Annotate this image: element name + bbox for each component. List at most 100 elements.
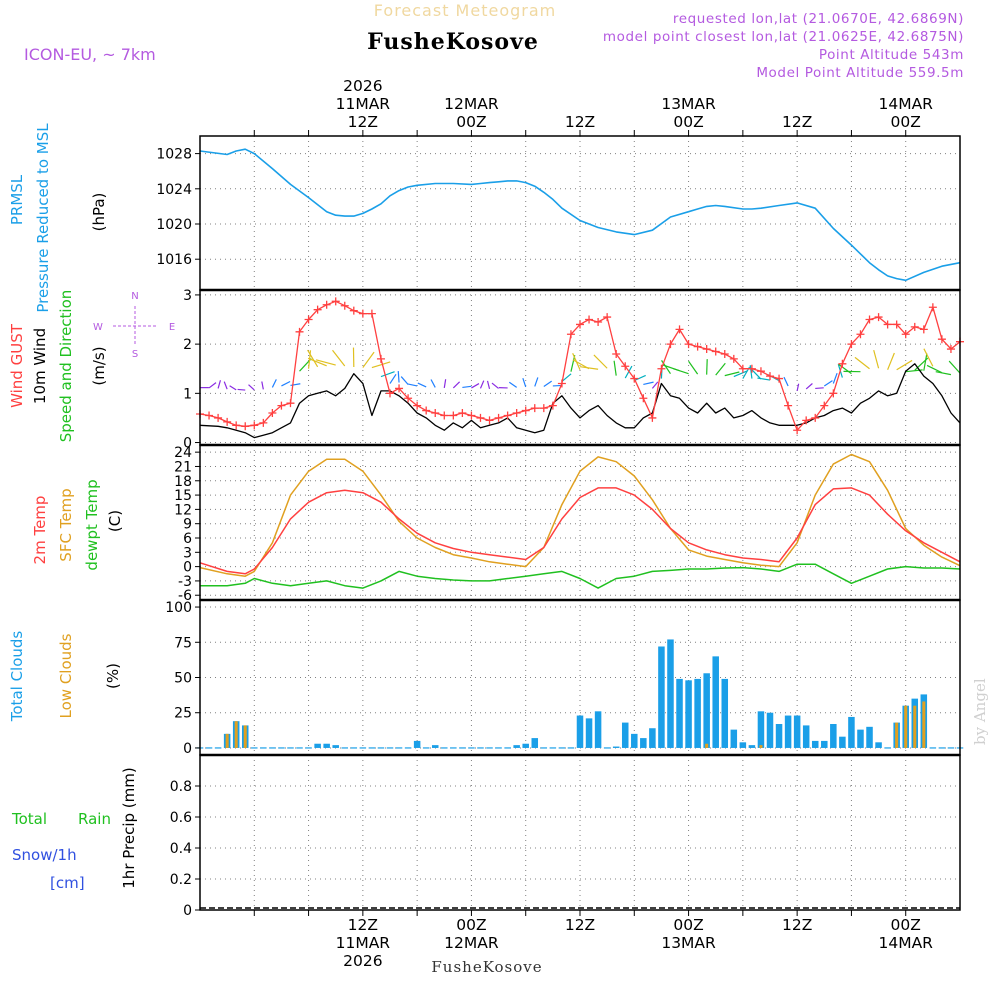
total-clouds-bar <box>757 711 765 748</box>
wind-gust-line-marker <box>232 421 241 430</box>
wind-direction-arrow <box>796 383 800 391</box>
wind-gust-line-marker <box>684 340 693 349</box>
wind-direction-arrow <box>208 382 217 389</box>
panel-frames <box>195 130 961 916</box>
grid-lines <box>200 136 960 911</box>
wind-direction-arrow <box>290 383 301 387</box>
wind-gust-line-marker <box>621 362 630 371</box>
wind-gust-line-marker <box>386 389 394 398</box>
wind-direction-arrow <box>307 357 327 367</box>
wind-tick-label: 3 <box>183 288 192 304</box>
wind-direction-arrow <box>854 356 870 370</box>
wind-gust-line-marker <box>666 340 675 349</box>
total-clouds-bar <box>793 715 801 748</box>
wind-direction-arrow <box>757 377 771 381</box>
total-clouds-bar <box>830 724 837 748</box>
wind-direction-arrow <box>248 384 255 391</box>
clouds-tick-label: 0 <box>183 741 192 757</box>
clouds-tick-label: 25 <box>174 706 192 722</box>
wind-gust-line-marker <box>214 413 223 422</box>
wind-gust-line-marker <box>847 340 856 349</box>
wind-gust-line-marker <box>557 379 566 388</box>
bottom-axis-label: 00Z <box>891 916 921 934</box>
wind-gust-line-marker <box>820 401 829 410</box>
wind-10m-label: 10m Wind <box>31 328 49 404</box>
total-clouds-bar <box>703 673 710 748</box>
precip-tick-label: 0.6 <box>170 810 192 826</box>
precip-legend-snow: Snow/1h <box>12 846 77 864</box>
wind-gust-line-marker <box>494 413 503 422</box>
wind-direction-arrow <box>261 381 264 390</box>
total-clouds-bar <box>649 728 656 748</box>
wind-gust-line-marker <box>585 315 594 324</box>
model-point-coords: model point closest lon,lat (21.0625E, 4… <box>603 29 964 45</box>
compass-east: E <box>169 322 175 333</box>
total-clouds-bar <box>784 715 792 748</box>
bottom-axis-label: 12Z <box>782 916 812 934</box>
wind-gust-line-marker <box>756 367 765 376</box>
panel-labels: PRMSL Pressure Reduced to MSL (hPa) Wind GU… <box>8 123 175 889</box>
wind-gust-line-marker <box>349 306 358 315</box>
wind-direction-arrow <box>229 385 237 391</box>
wind-gust-line-marker <box>458 409 467 418</box>
wind-direction-arrow <box>579 366 599 370</box>
temperature-tick-label: 15 <box>174 488 192 504</box>
wind-gust-line-marker <box>766 372 774 381</box>
dewpt-line <box>200 563 961 589</box>
top-axis-label: 12MAR <box>444 95 499 113</box>
wind-gust-line-marker <box>648 413 657 422</box>
wind-direction-arrow <box>362 351 375 368</box>
top-axis-label: 2026 <box>343 77 382 95</box>
bottom-axis-label: 11MAR <box>336 934 391 952</box>
wind-gust-line-marker <box>521 406 530 415</box>
wind-direction-arrow <box>307 349 319 368</box>
wind-direction-arrow <box>407 383 418 387</box>
pressure-msl-label: Pressure Reduced to MSL <box>34 123 52 313</box>
wind-gust-line-marker <box>603 313 612 322</box>
bottom-axis-label: 13MAR <box>661 934 716 952</box>
wind-gust-line-marker <box>422 406 431 415</box>
wind-gust-line-marker <box>476 413 485 422</box>
wind-direction-arrow <box>593 354 608 369</box>
wind-direction-arrow <box>706 359 708 375</box>
pressure-line <box>199 148 961 282</box>
wind-gust-line-marker <box>838 359 847 368</box>
watermark: by Angel <box>971 678 989 745</box>
clouds-tick-label: 75 <box>174 635 192 651</box>
pressure-tick-label: 1024 <box>156 182 192 198</box>
wind-gust-line-marker <box>413 401 422 410</box>
total-clouds-label: Total Clouds <box>8 631 26 723</box>
wind-gust-line-marker <box>747 364 756 373</box>
top-axis-label: 13MAR <box>661 95 716 113</box>
wind-direction-arrow <box>643 381 654 386</box>
wind-direction-arrow <box>223 381 228 390</box>
total-clouds-bar <box>314 743 321 748</box>
wind-direction-arrow <box>462 385 472 389</box>
temp-unit-label: (C) <box>106 510 124 532</box>
total-clouds-bar <box>522 743 529 748</box>
temperature-tick-label: 6 <box>183 531 192 547</box>
wind-gust-line-marker <box>693 342 702 351</box>
wind-gust-line-marker <box>539 404 548 413</box>
total-clouds-bar <box>332 745 339 748</box>
wind-gust-line-marker <box>946 345 955 354</box>
total-clouds-bar <box>676 678 683 748</box>
wind-direction-arrow <box>887 352 895 370</box>
total-clouds-bar <box>694 678 701 748</box>
total-clouds-bar <box>667 639 674 748</box>
wind-gust-line-marker <box>340 301 349 310</box>
wind-gust-line-marker <box>639 394 648 403</box>
wind-gust-line-marker <box>304 315 313 324</box>
temperature-tick-label: 24 <box>174 445 192 461</box>
wind-gust-line-marker <box>829 389 838 398</box>
low-clouds-bar <box>234 721 238 748</box>
wind-direction-arrow <box>783 376 789 387</box>
total-clouds-bar <box>685 680 692 748</box>
top-axis-label: 00Z <box>673 113 703 131</box>
total-clouds-bar <box>585 718 593 748</box>
total-clouds-bar <box>802 725 810 748</box>
temp-2m-label: 2m Temp <box>31 496 49 565</box>
low-clouds-bar <box>705 743 709 748</box>
total-clouds-bar <box>739 742 747 748</box>
total-clouds-bar <box>576 715 584 748</box>
